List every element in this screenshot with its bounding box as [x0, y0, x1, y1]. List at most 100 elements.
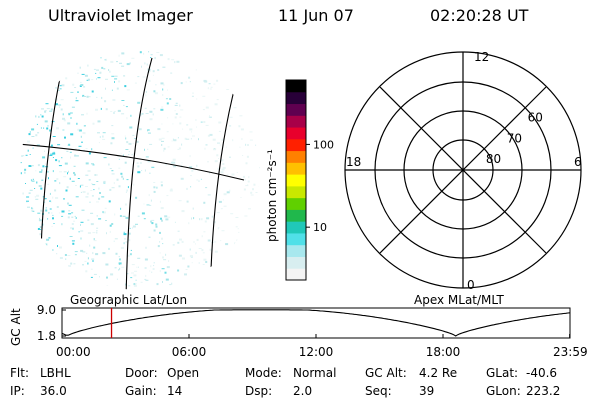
emission-pixel: [159, 231, 161, 234]
emission-pixel: [48, 212, 50, 214]
timeline-frame: [61, 307, 571, 339]
emission-pixel: [218, 158, 219, 159]
emission-pixel: [59, 85, 62, 87]
emission-pixel: [166, 131, 169, 133]
emission-pixel: [178, 147, 181, 150]
emission-pixel: [202, 95, 206, 97]
emission-pixel: [100, 107, 102, 110]
emission-pixel: [167, 89, 168, 91]
emission-pixel: [134, 270, 138, 272]
emission-pixel: [120, 172, 123, 175]
emission-pixel: [152, 268, 155, 270]
emission-pixel: [202, 252, 205, 254]
emission-pixel: [103, 180, 106, 183]
emission-pixel: [81, 73, 85, 75]
emission-pixel: [34, 196, 36, 198]
emission-pixel: [70, 262, 73, 265]
emission-pixel: [200, 121, 203, 123]
emission-pixel: [69, 112, 73, 114]
emission-pixel: [132, 153, 135, 155]
color-bar-frame: [285, 79, 307, 281]
emission-pixel: [74, 254, 77, 256]
emission-pixel: [104, 207, 107, 209]
emission-pixel: [145, 246, 147, 249]
emission-pixel: [250, 194, 254, 196]
emission-pixel: [85, 174, 89, 176]
emission-pixel: [249, 131, 253, 133]
emission-pixel: [124, 85, 127, 88]
emission-pixel: [68, 112, 70, 115]
emission-pixel: [237, 228, 239, 230]
emission-pixel: [139, 51, 142, 54]
emission-pixel: [74, 251, 78, 253]
emission-pixel: [58, 160, 60, 163]
emission-pixel: [174, 116, 177, 119]
emission-pixel: [125, 216, 129, 219]
emission-pixel: [92, 252, 94, 255]
mlt-label-12: 12: [474, 50, 489, 64]
emission-pixel: [108, 200, 111, 203]
color-bar-tick-label: 100: [313, 138, 334, 151]
emission-pixel: [72, 83, 75, 86]
emission-pixel: [91, 79, 94, 81]
emission-pixel: [97, 120, 101, 123]
emission-pixel: [179, 116, 182, 118]
emission-pixel: [71, 223, 74, 225]
emission-pixel: [163, 150, 165, 152]
emission-pixel: [159, 200, 161, 203]
emission-pixel: [145, 156, 149, 158]
emission-pixel: [70, 133, 74, 136]
emission-pixel: [35, 115, 37, 118]
emission-pixel: [246, 155, 249, 158]
emission-pixel: [189, 155, 191, 158]
emission-pixel: [39, 229, 41, 230]
emission-pixel: [168, 260, 170, 262]
emission-pixel: [49, 200, 51, 202]
emission-pixel: [102, 135, 104, 138]
emission-pixel: [80, 84, 84, 86]
emission-pixel: [166, 266, 170, 269]
emission-pixel: [167, 216, 171, 218]
emission-pixel: [131, 264, 135, 266]
emission-pixel: [185, 269, 188, 270]
emission-pixel: [71, 240, 75, 242]
emission-pixel: [49, 192, 51, 195]
emission-pixel: [126, 179, 129, 181]
emission-pixel: [84, 260, 87, 262]
emission-pixel: [123, 75, 126, 77]
emission-pixel: [55, 87, 58, 89]
emission-pixel: [161, 123, 163, 125]
emission-pixel: [60, 108, 63, 111]
emission-pixel: [161, 137, 165, 139]
emission-pixel: [27, 149, 29, 152]
emission-pixel: [92, 184, 96, 186]
emission-pixel: [238, 125, 241, 128]
emission-pixel: [163, 83, 165, 86]
emission-pixel: [185, 81, 187, 83]
emission-pixel: [120, 152, 122, 154]
emission-pixel: [177, 230, 180, 232]
emission-pixel: [119, 62, 122, 64]
emission-pixel: [162, 256, 164, 259]
emission-pixel: [25, 154, 28, 156]
emission-pixel: [173, 165, 177, 168]
emission-pixel: [240, 197, 242, 198]
emission-pixel: [144, 62, 146, 65]
emission-pixel: [188, 76, 191, 79]
emission-pixel: [182, 257, 185, 260]
timeline-y-tick-label: 9.0: [37, 303, 56, 317]
emission-pixel: [111, 89, 113, 91]
emission-pixel: [41, 179, 44, 181]
emission-pixel: [121, 266, 125, 268]
emission-pixel: [42, 165, 45, 168]
emission-pixel: [73, 263, 76, 265]
emission-pixel: [162, 88, 164, 91]
emission-pixel: [104, 100, 107, 103]
emission-pixel: [175, 102, 178, 104]
emission-pixel: [151, 219, 155, 221]
emission-pixel: [91, 258, 95, 260]
emission-pixel: [61, 84, 65, 87]
emission-pixel: [119, 215, 122, 217]
emission-pixel: [57, 245, 58, 247]
emission-pixel: [147, 160, 151, 163]
